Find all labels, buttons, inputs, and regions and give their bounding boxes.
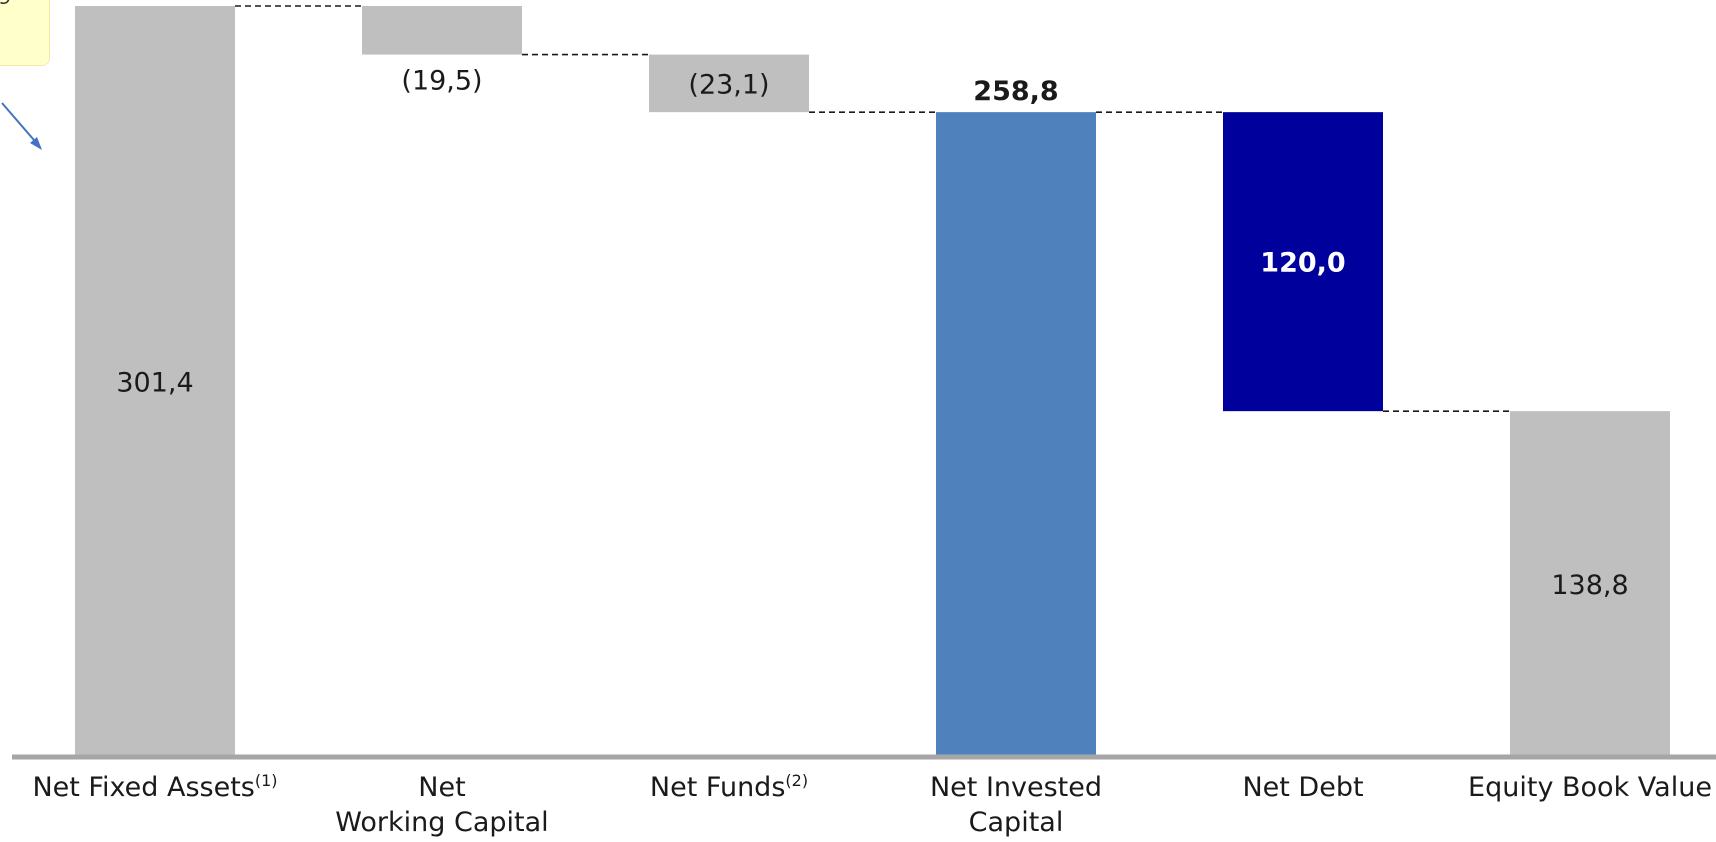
x-tick-label: Equity Book Value [1468,772,1712,803]
x-tick-label: Net Invested Capital [930,772,1102,838]
bar-value-label: 258,8 [973,76,1058,107]
connectors-layer [235,5,1510,412]
bar-value-label: 138,8 [1551,570,1628,601]
bar-value-label: (19,5) [401,66,482,97]
bar-value-label: 301,4 [116,368,193,399]
bar-3 [649,54,809,113]
annotation-arrow-head-icon [30,137,42,150]
x-tick-label: Net Funds(2) [650,771,808,803]
annotation-arrow [1,102,41,148]
bar-4 [936,112,1096,757]
tick-labels-layer: Net Fixed Assets(1) Net Working Capital Net… [32,771,1711,838]
bars-layer [75,6,1670,757]
bar-2 [362,6,522,55]
x-tick-label: Net Working Capital [335,772,548,838]
bar-6 [1510,411,1670,757]
annotation-note: ng [0,0,50,66]
labels-layer: 301,4 (19,5) (23,1) 258,8 120,0 138,8 [116,66,1628,601]
x-tick-label: Net Debt [1242,772,1363,803]
bar-value-label: (23,1) [688,69,769,100]
x-tick-label: Net Fixed Assets(1) [32,771,277,803]
bar-value-label: 120,0 [1260,248,1345,279]
annotation-text: ng [0,0,12,5]
bar-1 [75,6,235,757]
bar-5 [1223,112,1383,412]
